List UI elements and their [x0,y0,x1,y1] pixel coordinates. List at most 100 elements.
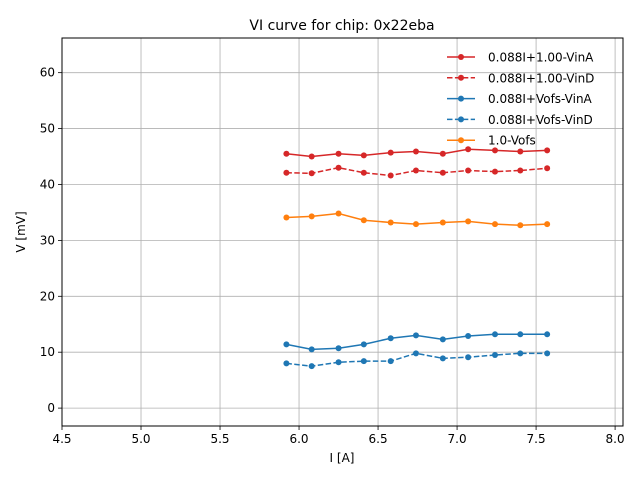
data-point [491,147,498,154]
x-tick-label: 4.5 [52,432,71,446]
legend-label: 0.088I+1.00-VinD [488,71,594,85]
data-point [335,164,342,171]
data-point [544,221,551,228]
data-point [360,152,367,159]
data-point [412,221,419,228]
data-point [360,169,367,176]
legend-label: 0.088I+Vofs-VinD [488,113,593,127]
legend-marker [458,95,464,102]
y-tick-label: 30 [40,233,55,247]
data-point [387,358,394,365]
data-point [387,219,394,226]
x-tick-label: 8.0 [606,432,625,446]
series-0-088i-vofs-vind [283,350,551,370]
y-axis-ticks: 0 10 20 30 40 50 60 [40,66,62,415]
series-0-088i-vofs-vina [283,331,551,353]
data-point [439,336,446,343]
data-point [544,331,551,338]
x-axis-label: I [A] [330,451,355,465]
plot-area [283,146,551,370]
axes-frame [61,37,624,427]
data-point [544,165,551,172]
data-point [517,167,524,174]
legend-item: 0.088I+1.00-VinA [447,51,594,65]
data-point [491,351,498,358]
grid [61,38,623,426]
data-point [283,360,290,367]
data-point [412,148,419,155]
legend-marker [458,74,464,81]
legend-item: 0.088I+1.00-VinD [447,71,594,85]
legend-marker [458,54,464,60]
data-point [517,350,524,357]
data-point [283,214,290,221]
data-point [283,150,290,157]
data-point [308,153,315,160]
y-tick-label: 0 [47,401,55,415]
data-point [439,355,446,362]
data-point [465,167,472,174]
series-0-088i-1-00-vind [283,164,551,179]
x-tick-label: 6.5 [369,432,388,446]
legend: 0.088I+1.00-VinA 0.088I+1.00-VinD 0.088I+V… [447,51,594,148]
data-point [517,331,524,338]
y-tick-label: 60 [40,66,55,80]
legend-label: 0.088I+1.00-VinA [488,51,594,65]
legend-marker [458,137,464,144]
data-point [465,218,472,225]
data-point [544,147,551,154]
data-point [439,219,446,226]
data-point [465,146,472,153]
data-point [491,331,498,338]
data-point [465,354,472,361]
data-point [335,345,342,352]
data-point [412,350,419,357]
x-tick-label: 7.5 [527,432,546,446]
x-tick-label: 5.0 [131,432,150,446]
legend-item: 1.0-Vofs [447,134,536,148]
x-axis-ticks: 4.5 5.0 5.5 6.0 6.5 7.0 7.5 8.0 [52,426,625,446]
y-tick-label: 20 [40,289,55,303]
chart-title: VI curve for chip: 0x22eba [249,18,434,34]
legend-marker [458,116,464,123]
series-1-0-vofs [283,210,551,229]
data-point [360,217,367,224]
data-point [308,213,315,220]
y-tick-label: 40 [40,177,55,191]
x-tick-label: 6.0 [289,432,308,446]
x-tick-label: 7.0 [448,432,467,446]
data-point [360,341,367,348]
data-point [544,350,551,357]
data-point [335,150,342,157]
data-point [465,332,472,339]
data-point [439,169,446,176]
data-point [439,150,446,157]
data-point [491,168,498,175]
data-point [360,358,367,365]
legend-item: 0.088I+Vofs-VinD [447,113,593,127]
y-tick-label: 50 [40,122,55,136]
data-point [335,359,342,366]
series-0-088i-1-00-vina [283,146,551,160]
legend-label: 0.088I+Vofs-VinA [488,92,593,106]
data-point [412,167,419,174]
data-point [283,341,290,348]
data-point [517,222,524,229]
legend-item: 0.088I+Vofs-VinA [447,92,593,106]
data-point [387,172,394,179]
data-point [308,170,315,177]
legend-label: 1.0-Vofs [488,134,536,148]
data-point [308,363,315,370]
data-point [387,149,394,156]
x-tick-label: 5.5 [210,432,229,446]
data-point [387,335,394,342]
y-axis-label: V [mV] [14,211,28,252]
data-point [412,332,419,339]
data-point [335,210,342,217]
y-tick-label: 10 [40,345,55,359]
data-point [308,346,315,353]
data-point [517,148,524,155]
data-point [283,169,290,176]
data-point [491,221,498,228]
